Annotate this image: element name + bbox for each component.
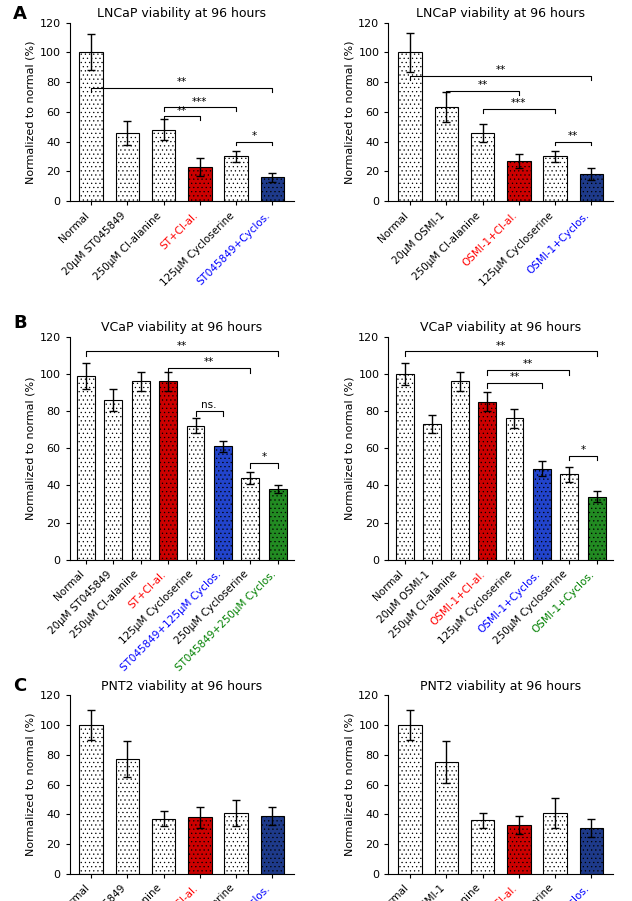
Bar (435, 107, 458, 201)
Bar (186, 426, 204, 560)
Title: PNT2 viability at 96 hours: PNT2 viability at 96 hours (420, 679, 581, 693)
Bar (451, 381, 468, 560)
Text: **: ** (495, 341, 506, 350)
Bar (80, 52, 103, 201)
Bar (396, 374, 414, 560)
Bar (506, 418, 523, 560)
Text: **: ** (177, 341, 187, 350)
Bar (80, 725, 103, 874)
Bar (77, 376, 95, 560)
Text: **: ** (478, 80, 488, 90)
Bar (269, 489, 286, 560)
Text: ns.: ns. (202, 400, 217, 410)
Bar (260, 816, 284, 874)
Text: **: ** (509, 372, 520, 382)
Bar (224, 813, 248, 874)
Text: *: * (580, 445, 585, 455)
Text: ***: *** (511, 98, 526, 108)
Bar (478, 402, 496, 560)
Bar (188, 167, 212, 201)
Title: VCaP viability at 96 hours: VCaP viability at 96 hours (420, 321, 581, 334)
Bar (533, 469, 550, 560)
Title: LNCaP viability at 96 hours: LNCaP viability at 96 hours (97, 7, 266, 20)
Text: **: ** (177, 105, 187, 115)
Bar (544, 157, 567, 201)
Text: **: ** (204, 358, 214, 368)
Bar (423, 424, 441, 560)
Bar (507, 161, 531, 201)
Bar (159, 381, 177, 560)
Y-axis label: Normalized to normal (%): Normalized to normal (%) (25, 713, 35, 857)
Text: **: ** (568, 131, 578, 141)
Bar (398, 52, 422, 201)
Bar (214, 446, 232, 560)
Bar (116, 132, 139, 201)
Y-axis label: Normalized to normal (%): Normalized to normal (%) (344, 40, 354, 184)
Text: *: * (252, 131, 257, 141)
Title: LNCaP viability at 96 hours: LNCaP viability at 96 hours (416, 7, 585, 20)
Bar (561, 474, 578, 560)
Bar (152, 130, 176, 201)
Y-axis label: Normalized to normal (%): Normalized to normal (%) (344, 713, 354, 857)
Bar (188, 817, 212, 874)
Bar (471, 132, 494, 201)
Y-axis label: Normalized to normal (%): Normalized to normal (%) (25, 377, 35, 520)
Text: ***: *** (192, 96, 208, 106)
Text: B: B (13, 314, 27, 332)
Text: A: A (13, 5, 27, 23)
Bar (580, 828, 603, 874)
Bar (544, 813, 567, 874)
Bar (260, 177, 284, 201)
Bar (132, 381, 150, 560)
Text: **: ** (495, 66, 506, 76)
Y-axis label: Normalized to normal (%): Normalized to normal (%) (25, 40, 35, 184)
Title: VCaP viability at 96 hours: VCaP viability at 96 hours (101, 321, 262, 334)
Bar (580, 175, 603, 201)
Bar (104, 400, 122, 560)
Bar (588, 496, 605, 560)
Bar (398, 725, 422, 874)
Bar (435, 762, 458, 874)
Text: **: ** (523, 359, 533, 369)
Bar (116, 760, 139, 874)
Bar (224, 157, 248, 201)
Bar (471, 821, 494, 874)
Bar (241, 478, 259, 560)
Text: *: * (262, 452, 267, 462)
Bar (152, 819, 176, 874)
Title: PNT2 viability at 96 hours: PNT2 viability at 96 hours (101, 679, 262, 693)
Text: C: C (13, 678, 27, 696)
Bar (507, 824, 531, 874)
Text: **: ** (177, 77, 187, 87)
Y-axis label: Normalized to normal (%): Normalized to normal (%) (344, 377, 354, 520)
